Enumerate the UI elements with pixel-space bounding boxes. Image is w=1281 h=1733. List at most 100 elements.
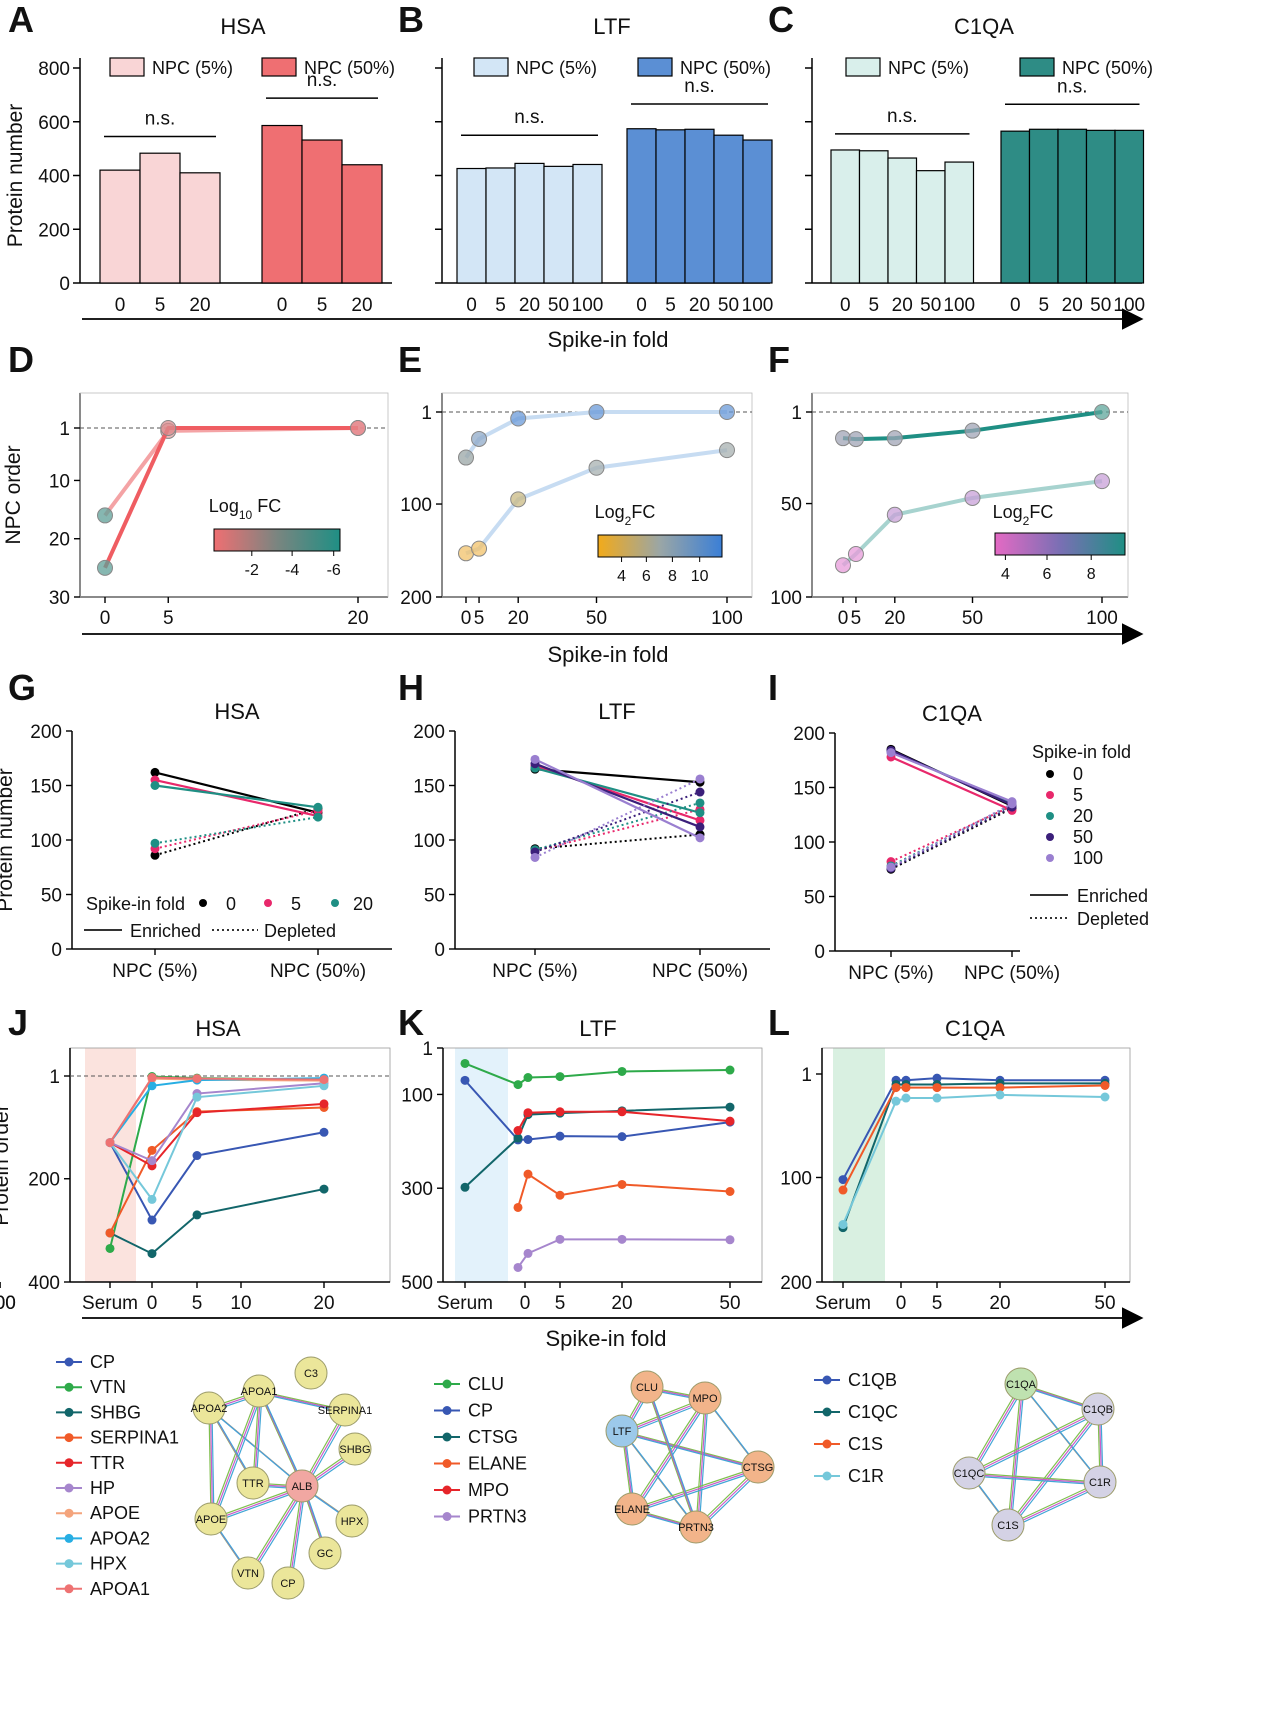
series-line-C1R: [842, 1093, 1106, 1225]
data-point-0: [150, 767, 160, 777]
x-tick-label: Serum: [815, 1293, 871, 1314]
x-tick-label: 100: [742, 295, 774, 316]
data-point: [719, 404, 735, 420]
x-tick-label: Serum: [437, 1293, 493, 1314]
network-node-C1QB: [1081, 1392, 1115, 1426]
series-line-CP: [109, 1131, 325, 1222]
network-edge: [209, 1409, 214, 1521]
data-point-100: [695, 774, 705, 784]
data-point-PRTN3: [523, 1248, 533, 1258]
data-point-C1S: [1100, 1080, 1110, 1090]
data-point-ELANE: [555, 1190, 565, 1200]
data-point-CTSG: [460, 1182, 470, 1192]
network-edge: [1009, 1410, 1100, 1527]
bar-NPC (5%)-100: [944, 161, 975, 284]
enriched-line-5: [154, 778, 319, 818]
y-tick-label: 400: [38, 167, 70, 188]
colorbar-tick-label: -6: [327, 562, 341, 579]
x-tick-label: 0: [115, 295, 126, 316]
data-point: [588, 404, 605, 420]
depleted-line-0: [534, 833, 701, 850]
shared-x-label: Spike-in fold: [547, 327, 668, 352]
network-edge: [208, 1407, 212, 1520]
x-tick-label: Serum: [82, 1293, 138, 1314]
enriched-line-100: [534, 758, 701, 839]
bar-NPC (5%)-0: [830, 149, 861, 284]
legend-j-label-APOE: APOE: [90, 1503, 140, 1523]
network-node-APOA2: [192, 1391, 226, 1425]
x-tick-label: 50: [719, 1293, 740, 1314]
bar-NPC (50%)-20: [684, 128, 715, 284]
bar-NPC (50%)-50: [713, 134, 744, 284]
data-point-ELANE: [725, 1186, 735, 1196]
series-line-SHBG: [109, 1188, 325, 1255]
legend-k-label-CTSG: CTSG: [468, 1427, 518, 1447]
data-point-MPO: [523, 1108, 533, 1118]
data-point: [847, 546, 864, 563]
legend-title: Spike-in fold: [86, 894, 185, 914]
network-edge: [1023, 1386, 1104, 1486]
data-point-C1R: [891, 1096, 901, 1106]
legend-label: NPC (50%): [680, 58, 771, 78]
legend-swatch: [845, 57, 881, 77]
colorbar-title: Log2FC: [595, 502, 656, 528]
legend-j-marker: [64, 1382, 74, 1392]
network-edge: [634, 1469, 762, 1513]
bar-NPC (50%)-100: [742, 139, 773, 284]
data-point-100: [530, 754, 540, 764]
network-node-label-APOA1: APOA1: [241, 1386, 278, 1398]
network-edge: [1007, 1481, 1101, 1526]
network-hsa: C3 APOA1 APOA2 SERPINA1 SHBG TTR ALB HPX APOE GC V…: [191, 1356, 372, 1600]
data-point-CTSG: [725, 1102, 735, 1112]
x-tick-label: 50: [718, 295, 739, 316]
data-point: [510, 410, 527, 427]
y-axis-label: NPC order: [2, 445, 25, 544]
data-point-5: [695, 815, 705, 825]
data-point-50: [695, 787, 705, 797]
panel-title: HSA: [214, 699, 260, 724]
network-node-label-C3: C3: [304, 1368, 318, 1380]
x-tick-label: 50: [920, 295, 941, 316]
legend-k-marker: [442, 1485, 452, 1495]
data-point-TTR: [319, 1099, 329, 1109]
legend-label: 50: [1073, 827, 1093, 847]
legend-marker: [199, 899, 207, 907]
data-point-APOA1: [192, 1074, 202, 1084]
panel-title: HSA: [220, 14, 266, 39]
data-point: [847, 431, 864, 448]
network-edge: [970, 1473, 1102, 1485]
data-point: [964, 489, 981, 506]
bar-NPC (50%)-0: [1000, 130, 1031, 284]
data-point-APOA2: [147, 1081, 157, 1091]
x-tick-label: NPC (50%): [270, 961, 366, 982]
network-node-ALB: [285, 1469, 319, 1503]
legend-k-marker: [442, 1432, 452, 1442]
legend-j-label-HPX: HPX: [90, 1554, 127, 1574]
data-point-APOA1: [319, 1075, 329, 1085]
network-node-label-HPX: HPX: [341, 1516, 364, 1528]
legend-k-label-CLU: CLU: [468, 1374, 504, 1394]
x-tick-label: 5: [851, 608, 862, 629]
plot-frame: [79, 392, 389, 598]
legend-j-label-HP: HP: [90, 1478, 115, 1498]
network-edge: [646, 1386, 697, 1528]
enriched-line-5: [890, 755, 1013, 812]
network-node-label-ALB: ALB: [292, 1481, 313, 1493]
y-tick-label: 1: [421, 403, 432, 424]
y-tick-label: 100: [780, 1168, 812, 1189]
x-tick-label: 0: [100, 608, 111, 629]
bar-NPC (5%)-0: [99, 169, 141, 284]
ns-label: n.s.: [514, 107, 545, 128]
data-point-SHBG: [319, 1184, 329, 1194]
x-tick-label: 0: [838, 608, 849, 629]
network-edge: [969, 1385, 1024, 1475]
x-tick-label: 20: [989, 1293, 1010, 1314]
depleted-line-0: [890, 807, 1013, 871]
series-line-C1QB: [842, 1077, 1105, 1181]
network-edge: [1010, 1411, 1102, 1529]
data-point-20: [150, 781, 160, 790]
legend-label: Depleted: [1077, 909, 1149, 929]
y-tick-label: 50: [41, 886, 62, 907]
network-node-label-PRTN3: PRTN3: [678, 1522, 714, 1534]
